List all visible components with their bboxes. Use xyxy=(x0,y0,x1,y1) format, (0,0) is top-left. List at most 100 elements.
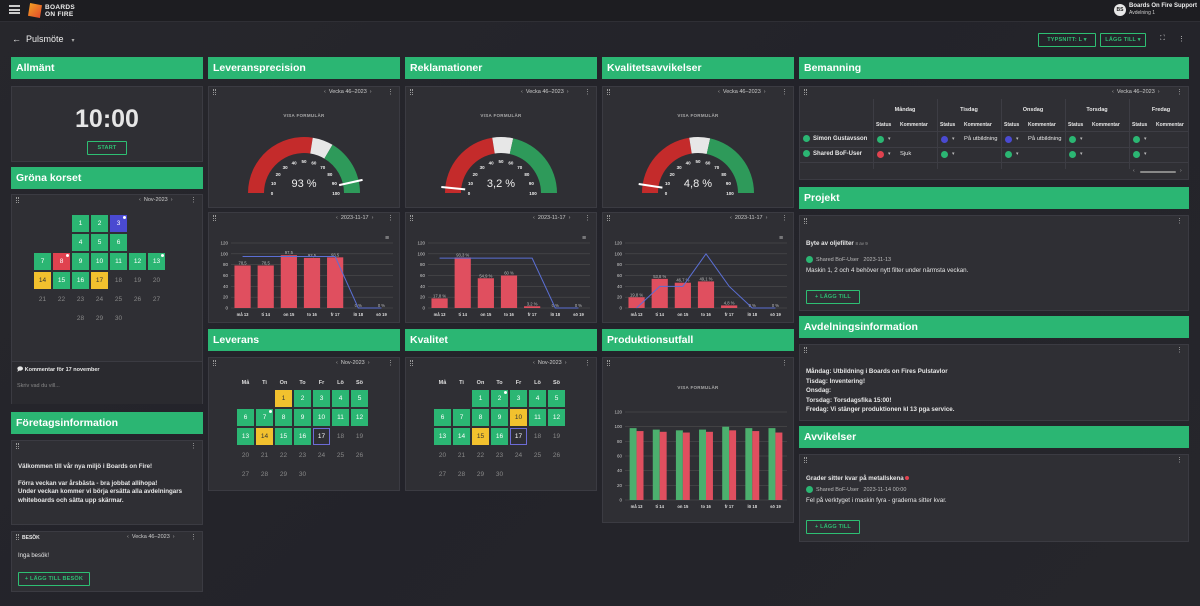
more-vert-icon[interactable]: ⋮ xyxy=(584,89,591,96)
staff-comment[interactable]: På utbildning xyxy=(1028,136,1062,142)
scrollbar[interactable] xyxy=(1140,171,1176,173)
week-nav[interactable]: ‹ Vecka 46–2023 › xyxy=(124,534,178,540)
date-nav[interactable]: ‹ Vecka 46–2023 › xyxy=(518,89,572,95)
status-dot-icon[interactable] xyxy=(1133,151,1140,158)
date-nav[interactable]: ‹ 2023-11-17 › xyxy=(727,215,770,221)
calendar-day[interactable]: 19 xyxy=(548,428,565,445)
chevron-right-icon[interactable]: › xyxy=(763,89,766,95)
chevron-right-icon[interactable]: › xyxy=(566,89,569,95)
bar[interactable] xyxy=(477,278,494,308)
calendar-day[interactable]: 6 xyxy=(110,234,127,251)
chevron-left-icon[interactable]: ‹ xyxy=(718,89,720,95)
calendar-day[interactable]: 10 xyxy=(91,253,108,270)
calendar-day[interactable]: 16 xyxy=(294,428,311,445)
chevron-left-icon[interactable]: ‹ xyxy=(730,215,732,221)
bar-actual[interactable] xyxy=(659,431,667,500)
calendar-day[interactable]: 21 xyxy=(34,291,51,308)
chevron-right-icon[interactable]: › xyxy=(369,89,372,95)
drag-handle-icon[interactable] xyxy=(16,443,19,449)
calendar-day[interactable]: 12 xyxy=(351,409,368,426)
chevron-left-icon[interactable]: ‹ xyxy=(533,215,535,221)
chevron-left-icon[interactable]: ‹ xyxy=(336,360,338,366)
project-title[interactable]: Byte av oljefilter 8 av 9 xyxy=(806,240,868,249)
bar[interactable] xyxy=(431,298,448,308)
date-nav[interactable]: ‹ Vecka 46–2023 › xyxy=(715,89,769,95)
status-dot-icon[interactable] xyxy=(1005,136,1012,143)
visa-formular-link[interactable]: VISA FORMULÄR xyxy=(677,385,719,390)
bar-actual[interactable] xyxy=(706,431,713,500)
calendar-day[interactable]: 10 xyxy=(510,409,527,426)
chevron-left-icon[interactable]: ‹ xyxy=(521,89,523,95)
calendar-day[interactable]: 13 xyxy=(148,253,165,270)
visa-formular-link[interactable]: VISA FORMULÄR xyxy=(677,113,719,118)
chart-menu-icon[interactable]: ≡ xyxy=(582,235,587,242)
user-menu[interactable]: Boards On Fire Support Avdelning 1 xyxy=(1129,3,1197,17)
drag-handle-icon[interactable] xyxy=(804,218,807,224)
drag-handle-icon[interactable] xyxy=(410,360,413,366)
calendar-day[interactable]: 3 xyxy=(313,390,330,407)
more-vert-icon[interactable]: ⋮ xyxy=(1176,218,1183,225)
bar-target[interactable] xyxy=(768,428,776,500)
calendar-day[interactable]: 30 xyxy=(294,466,311,483)
calendar-day[interactable]: 18 xyxy=(110,272,127,289)
bar-actual[interactable] xyxy=(775,432,783,500)
calendar-day[interactable]: 27 xyxy=(148,291,165,308)
drag-handle-icon[interactable] xyxy=(607,215,610,221)
chevron-right-icon[interactable]: › xyxy=(170,197,173,203)
calendar-day[interactable]: 5 xyxy=(351,390,368,407)
chart-menu-icon[interactable]: ≡ xyxy=(779,235,784,242)
avatar[interactable]: BS xyxy=(1114,4,1126,16)
chevron-left-icon[interactable]: ‹ xyxy=(1133,168,1135,174)
bar-target[interactable] xyxy=(675,430,683,500)
calendar-day[interactable]: 26 xyxy=(351,447,368,464)
more-vert-icon[interactable]: ⋮ xyxy=(387,89,394,96)
calendar-day[interactable]: 4 xyxy=(529,390,546,407)
drag-handle-icon[interactable] xyxy=(804,89,807,95)
calendar-day[interactable]: 17 xyxy=(510,428,527,445)
chevron-right-icon[interactable]: › xyxy=(765,215,768,221)
calendar-day[interactable]: 29 xyxy=(91,310,108,327)
calendar-day[interactable]: 24 xyxy=(510,447,527,464)
status-dropdown-icon[interactable]: ▾ xyxy=(1080,151,1083,157)
bar[interactable] xyxy=(500,275,518,309)
calendar-day[interactable]: 28 xyxy=(453,466,470,483)
more-vert-icon[interactable]: ⋮ xyxy=(584,360,591,367)
more-vert-icon[interactable]: ⋮ xyxy=(781,89,788,96)
status-dropdown-icon[interactable]: ▾ xyxy=(1016,151,1019,157)
chevron-left-icon[interactable]: ‹ xyxy=(139,197,141,203)
drag-handle-icon[interactable] xyxy=(213,360,216,366)
calendar-day[interactable]: 18 xyxy=(529,428,546,445)
more-vert-icon[interactable]: ⋮ xyxy=(1176,89,1183,96)
more-vert-icon[interactable]: ⋮ xyxy=(387,215,394,222)
calendar-day[interactable]: 19 xyxy=(351,428,368,445)
calendar-day[interactable]: 24 xyxy=(313,447,330,464)
bar[interactable] xyxy=(651,278,668,308)
calendar-day[interactable]: 11 xyxy=(110,253,127,270)
drag-handle-icon[interactable] xyxy=(607,89,610,95)
date-nav[interactable]: ‹ Vecka 46–2023 › xyxy=(321,89,375,95)
calendar-day[interactable]: 7 xyxy=(256,409,273,426)
calendar-day[interactable]: 25 xyxy=(110,291,127,308)
drag-handle-icon[interactable] xyxy=(410,89,413,95)
bar-actual[interactable] xyxy=(682,432,690,500)
fullscreen-icon[interactable]: ⛶ xyxy=(1160,35,1165,42)
calendar-day[interactable]: 4 xyxy=(332,390,349,407)
calendar-day[interactable]: 14 xyxy=(453,428,470,445)
calendar-day[interactable]: 16 xyxy=(491,428,508,445)
bar[interactable] xyxy=(234,265,251,308)
drag-handle-icon[interactable] xyxy=(213,89,216,95)
date-nav[interactable]: ‹ Nov-2023 › xyxy=(333,360,373,366)
chevron-left-icon[interactable]: ‹ xyxy=(533,360,535,366)
more-vert-icon[interactable]: ⋮ xyxy=(190,534,197,541)
calendar-day[interactable]: 15 xyxy=(275,428,292,445)
calendar-day[interactable]: 1 xyxy=(72,215,89,232)
visa-formular-link[interactable]: VISA FORMULÄR xyxy=(283,113,325,118)
more-vert-icon[interactable]: ⋮ xyxy=(1176,347,1183,354)
status-dropdown-icon[interactable]: ▾ xyxy=(1144,151,1147,157)
bar[interactable] xyxy=(454,257,471,308)
bar-actual[interactable] xyxy=(636,431,644,500)
calendar-day[interactable]: 25 xyxy=(529,447,546,464)
status-dot-icon[interactable] xyxy=(877,136,884,143)
drag-handle-icon[interactable] xyxy=(804,457,807,463)
calendar-day[interactable]: 21 xyxy=(256,447,273,464)
